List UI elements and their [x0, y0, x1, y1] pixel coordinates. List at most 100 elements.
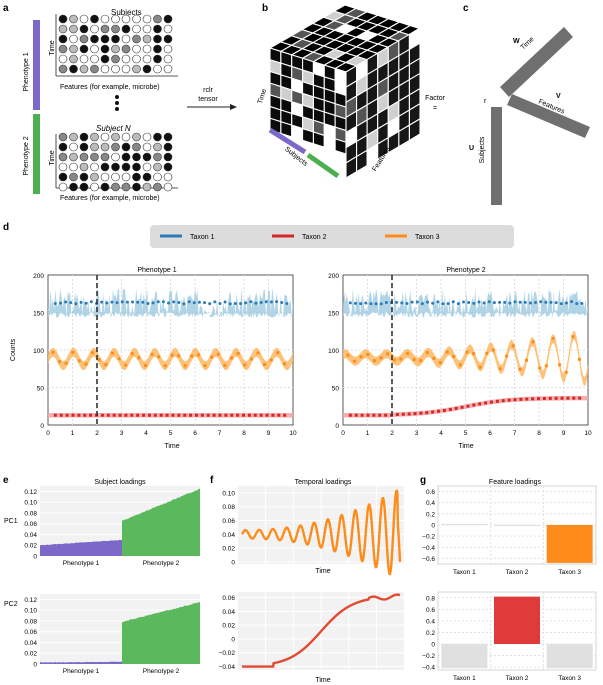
x-tick-label: 9 — [267, 430, 271, 437]
taxon1-point — [105, 301, 109, 305]
taxon3-point — [498, 367, 502, 371]
feature-bar — [494, 525, 540, 527]
taxon2-band — [343, 395, 588, 418]
matrix-dot — [79, 44, 89, 54]
taxon2-point — [183, 413, 187, 417]
temporal-loadings-title: Temporal loadings — [295, 479, 352, 486]
matrix-dot — [142, 14, 152, 24]
legend-box — [150, 225, 514, 248]
taxon3-point — [458, 363, 462, 367]
matrix-dot — [163, 44, 173, 54]
taxon1-point — [218, 301, 222, 305]
x-tick-label: 10 — [289, 430, 297, 437]
taxon1-point — [426, 300, 430, 304]
taxon3-point — [346, 353, 350, 357]
taxon1-point — [89, 300, 93, 304]
tensor-cube — [268, 4, 423, 179]
matrix-dot — [79, 152, 89, 162]
taxon1-point — [100, 300, 104, 304]
temporal-line-1 — [240, 489, 402, 576]
taxon3-point — [190, 354, 194, 358]
taxon3-point — [203, 364, 207, 368]
x-category-label: Phenotype 2 — [143, 560, 180, 567]
taxon2-point — [189, 413, 193, 417]
taxon1-point — [395, 300, 399, 304]
taxon3-point — [236, 352, 240, 356]
taxon3-point — [366, 352, 370, 356]
matrix-dot — [163, 54, 173, 64]
x-tick-label: 8 — [242, 430, 246, 437]
taxon2-point — [501, 399, 505, 403]
y-tick-label: 0.08 — [24, 618, 37, 625]
rclr-label: rclr — [203, 87, 213, 94]
phenotype2-area — [122, 488, 200, 556]
taxon3-point — [216, 352, 220, 356]
x-tick-label: 2 — [390, 430, 394, 437]
matrix-dot — [90, 142, 99, 152]
y-tick-label: −0.04 — [219, 664, 236, 671]
taxon2-point — [212, 413, 216, 417]
pc1-subject-chart: 0.12 0.10 0.08 0.06 0.04 0.02 0 Phenotype 1 Phen… — [24, 486, 200, 567]
taxon2-point — [448, 407, 452, 411]
taxon1-point — [187, 300, 191, 304]
matrix-dot — [79, 34, 89, 44]
taxon2-point — [407, 412, 411, 416]
matrix-dot — [90, 24, 99, 34]
matrix-dot — [79, 54, 89, 64]
matrix-dot — [100, 132, 110, 142]
taxon2-point — [542, 396, 546, 400]
matrix-dot — [132, 152, 141, 162]
matrix-dot — [142, 182, 152, 192]
phenotype2-bar — [33, 114, 40, 194]
y-tick-label: 0.2 — [426, 511, 435, 518]
matrix-dot — [69, 64, 78, 74]
taxon3-point — [84, 362, 88, 366]
y-tick-label: 0.04 — [222, 532, 235, 539]
matrix-dot — [100, 152, 110, 162]
dot-matrix-bottom — [58, 132, 173, 192]
matrix-dot — [100, 34, 110, 44]
taxon2-point — [431, 410, 435, 414]
taxon1-point — [554, 301, 558, 305]
taxon1-point — [269, 300, 273, 304]
matrix-dot — [111, 64, 120, 74]
matrix-dot — [58, 142, 68, 152]
taxon2-point — [395, 412, 399, 416]
taxon1-point — [384, 300, 388, 304]
taxon1-point — [575, 302, 579, 306]
matrix-dot — [153, 162, 162, 172]
taxon3-point — [558, 363, 562, 367]
matrix-dot — [100, 142, 110, 152]
taxon2-point — [413, 412, 417, 416]
matrix-dot — [100, 182, 110, 192]
taxon2-point — [360, 413, 364, 417]
matrix-dot — [111, 182, 120, 192]
x-category-label: Taxon 2 — [506, 675, 529, 682]
temporal-xlabel-bottom: Time — [315, 677, 330, 684]
phenotype1-label: Phenotype 1 — [23, 52, 30, 91]
y-tick-label: 0.06 — [222, 518, 235, 525]
taxon1-point — [233, 302, 237, 306]
taxon3-point — [544, 364, 548, 368]
taxon3-point — [353, 359, 357, 363]
phenotype1-area — [40, 661, 122, 664]
taxon3-point — [392, 358, 396, 362]
y-tick-label: −0.02 — [219, 650, 236, 657]
taxon1-point — [353, 301, 357, 305]
taxon3-point — [130, 352, 134, 356]
temporal-xlabel-top: Time — [315, 568, 330, 575]
x-tick-label: 7 — [218, 430, 222, 437]
taxon1-point — [244, 301, 248, 305]
taxon1-point — [570, 300, 574, 304]
taxon3-point — [472, 352, 476, 356]
y-tick-label: 0.02 — [24, 543, 37, 550]
taxon2-point — [177, 413, 181, 417]
taxon3-point — [564, 370, 568, 374]
taxon2-point — [442, 408, 446, 412]
matrix-dot — [111, 132, 120, 142]
taxon2-point — [218, 413, 222, 417]
matrix-dot — [90, 34, 99, 44]
taxon3-point — [372, 359, 376, 363]
phenotype2-chart: 0 1 2 3 4 5 6 7 8 9 10 200 150 100 50 0 — [328, 273, 592, 437]
taxon1-point — [64, 300, 68, 304]
